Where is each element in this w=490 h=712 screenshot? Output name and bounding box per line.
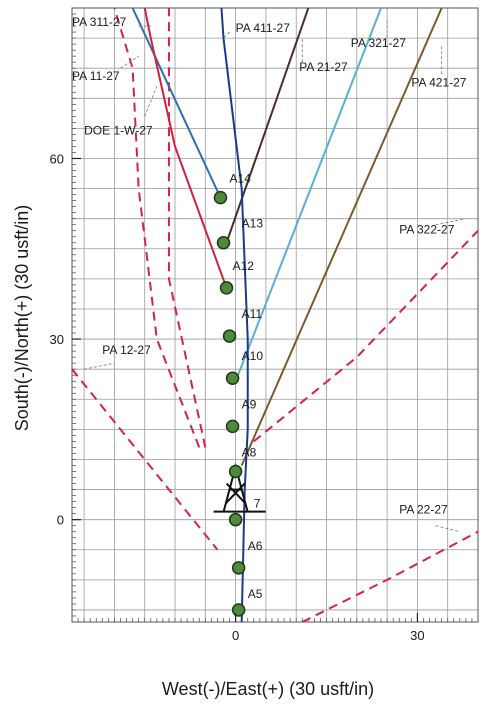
- station-point: [231, 603, 246, 617]
- plot-frame: [71, 7, 479, 623]
- label-leader: [120, 55, 139, 69]
- station-point: [222, 329, 237, 343]
- station-label: A9: [242, 397, 257, 411]
- offset-well-label: DOE 1-W-27: [84, 123, 153, 137]
- wellbore-path: [240, 8, 443, 466]
- station-point: [225, 419, 240, 434]
- wellbore-path: [234, 8, 382, 382]
- y-tick-label: 0: [57, 513, 64, 528]
- station-label: A11: [242, 307, 263, 321]
- wellbore-path: [143, 8, 228, 289]
- station-label: A6: [248, 539, 263, 553]
- station-point: [216, 236, 231, 250]
- station-label: A8: [242, 445, 257, 459]
- lease-line: [301, 530, 478, 622]
- offset-well-label: PA 22-27: [399, 503, 448, 517]
- station-label: A14: [230, 172, 252, 186]
- station-point: [213, 190, 228, 205]
- label-leader: [435, 525, 460, 533]
- label-leader: [84, 362, 115, 370]
- lease-lines: [72, 8, 478, 622]
- lease-line: [167, 8, 207, 448]
- wellbore-path: [131, 8, 222, 199]
- station-label: A10: [242, 349, 264, 363]
- offset-well-label: PA 411-27: [236, 21, 291, 35]
- lease-line: [113, 8, 201, 448]
- offset-well-label: PA 421-27: [411, 75, 466, 89]
- y-tick-label: 60: [50, 151, 64, 166]
- station-label: 7: [254, 497, 261, 511]
- station-point: [228, 512, 243, 527]
- station-label: A5: [248, 587, 263, 601]
- offset-well-labels: PA 311-27 PA 411-27 PA 321-27 PA 11-27 PA 21…: [72, 15, 467, 533]
- x-axis-title: West(-)/East(+) (30 usft/in): [162, 679, 374, 699]
- y-tick-label: 30: [50, 332, 64, 347]
- offset-well-label: PA 11-27: [72, 69, 120, 83]
- label-leader: [435, 218, 466, 226]
- wellbore-path: [220, 8, 249, 622]
- wellbores: [131, 8, 443, 622]
- grid: [71, 7, 479, 623]
- offset-well-label: PA 311-27: [72, 15, 127, 29]
- y-axis-title: South(-)/North(+) (30 usft/in): [12, 205, 32, 432]
- wellbore-path: [225, 8, 310, 244]
- survey-stations: A5 A6 7 A8 A9 A10 A11 A12 A13 A14: [213, 172, 264, 617]
- axis-ticks: 0 30 0 30 60: [50, 151, 425, 643]
- station-point: [228, 464, 243, 479]
- station-label: A12: [233, 259, 255, 273]
- offset-well-label: PA 321-27: [351, 36, 406, 50]
- offset-well-label: PA 21-27: [299, 60, 348, 74]
- lease-line: [72, 368, 219, 551]
- label-leader: [144, 86, 158, 117]
- lease-line: [253, 230, 478, 443]
- offset-well-label: PA 322-27: [399, 223, 454, 237]
- offset-well-label: PA 12-27: [102, 343, 151, 357]
- station-point: [225, 371, 240, 385]
- station-point: [231, 561, 246, 575]
- label-leader: [223, 31, 230, 39]
- station-label: A13: [242, 217, 264, 231]
- x-tick-label: 0: [232, 628, 239, 643]
- station-point: [219, 281, 234, 295]
- x-tick-label: 30: [410, 628, 424, 643]
